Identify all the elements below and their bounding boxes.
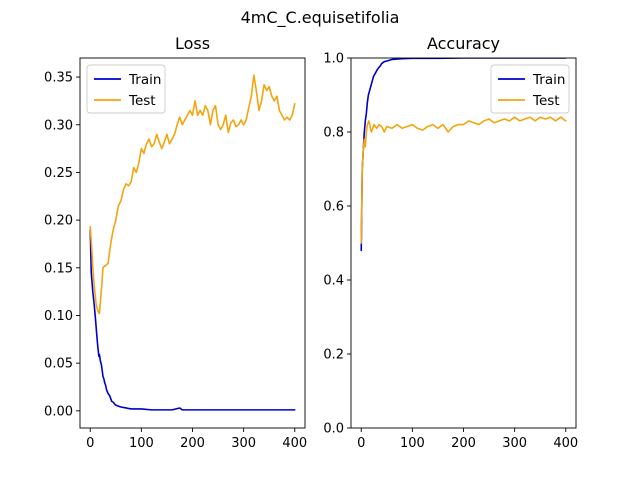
- y-tick-label: 0.10: [44, 309, 73, 324]
- legend-label-train: Train: [128, 72, 161, 88]
- y-tick-label: 0.00: [44, 404, 73, 419]
- series-group: [89, 74, 296, 411]
- x-tick-label: 0: [86, 436, 94, 451]
- subplot-loss: 0 100 200 300 400 0.00 0.05 0.10 0.15 0.20 0.25 0.3…: [44, 34, 307, 451]
- x-tick-label: 0: [357, 436, 365, 451]
- y-tick-label: 0.6: [323, 200, 344, 215]
- legend: Train Test: [86, 64, 166, 114]
- y-tick-label: 0.0: [323, 422, 344, 437]
- y-tick-label: 0.4: [323, 274, 344, 289]
- y-tick-label: 0.25: [44, 166, 73, 181]
- series-line-test: [360, 116, 567, 244]
- legend-label-train: Train: [532, 72, 565, 88]
- figure-suptitle: 4mC_C.equisetifolia: [241, 8, 400, 28]
- y-tick-label: 0.35: [44, 71, 73, 86]
- subplot-title: Loss: [175, 34, 210, 53]
- x-tick-label: 100: [129, 436, 154, 451]
- y-tick-label: 1.0: [323, 52, 344, 67]
- y-tick-label: 0.05: [44, 357, 73, 372]
- x-tick-label: 200: [451, 436, 476, 451]
- x-tick-label: 200: [180, 436, 205, 451]
- legend: Train Test: [490, 64, 570, 114]
- y-tick-label: 0.30: [44, 118, 73, 133]
- legend-box: [490, 64, 570, 114]
- plots-group: 0 100 200 300 4000.000.050.100.150.200.250.3…: [44, 34, 578, 451]
- legend-label-test: Test: [532, 93, 560, 109]
- x-tick-label: 300: [502, 436, 527, 451]
- legend-label-test: Test: [128, 93, 156, 109]
- y-tick-label: 0.20: [44, 214, 73, 229]
- x-tick-label: 400: [282, 436, 307, 451]
- x-tick-label: 300: [231, 436, 256, 451]
- y-tick-label: 0.2: [323, 348, 344, 363]
- x-tick-label: 400: [553, 436, 578, 451]
- y-tick-label: 0.8: [323, 126, 344, 141]
- legend-box: [86, 64, 166, 114]
- subplot-title: Accuracy: [427, 34, 500, 53]
- x-tick-label: 100: [400, 436, 425, 451]
- subplot-accuracy: 0 100 200 300 400 0.0 0.2 0.4 0.6 0.8 1.0 Accuracy T…: [323, 34, 578, 451]
- series-line-test: [89, 74, 296, 315]
- y-tick-label: 0.15: [44, 261, 73, 276]
- series-line-train: [89, 228, 296, 411]
